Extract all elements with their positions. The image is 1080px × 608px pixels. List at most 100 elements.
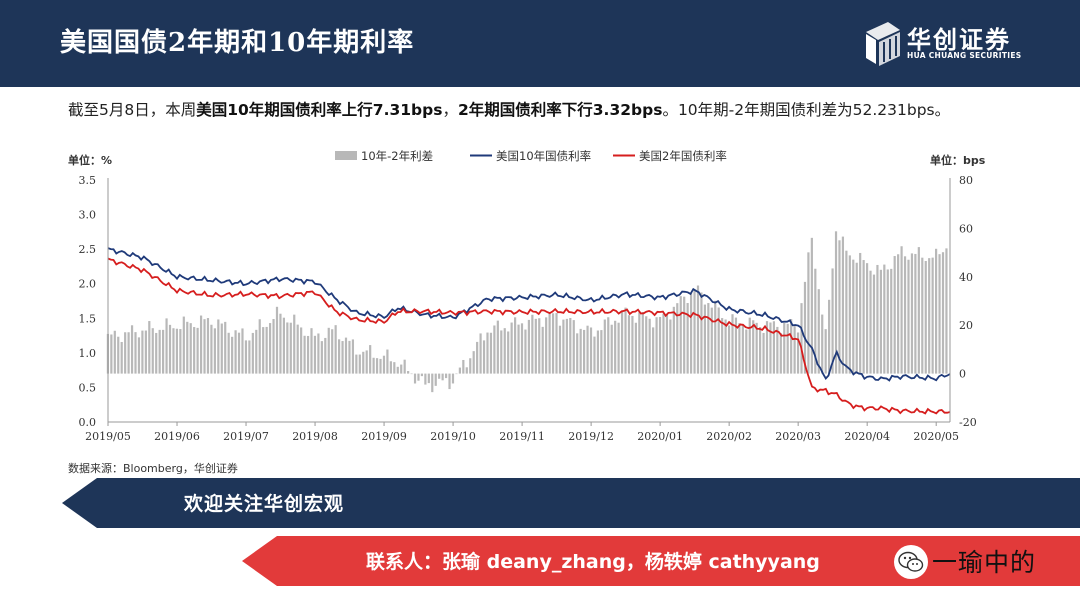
spread-bar [565,318,568,374]
spread-bar [583,329,586,374]
logo-name: 华创证券 [907,26,1011,54]
spread-bar [479,333,482,374]
spread-bar [786,323,789,374]
summary-bold-2y: 2年期国债利率下行3.32bps [457,101,663,119]
spread-bar [417,373,420,381]
legend-swatch-spread [335,151,357,160]
spread-bar [375,358,379,374]
spread-bar [293,314,296,374]
spread-bar [155,332,158,374]
spread-bar [834,231,838,374]
x-tick-label: 2019/11 [499,430,545,443]
spread-bar [748,317,751,374]
spread-bar [531,314,534,374]
spread-bar [476,341,479,374]
x-tick-label: 2020/05 [913,430,959,443]
spread-bar [438,373,441,379]
rates-chart: 0.0 0.5 1.0 1.5 2.0 2.5 3.0 3.5 -20 0 20 40 60 80 2019… [68,149,986,443]
spread-bar [772,321,776,374]
spread-bar [510,322,513,374]
spread-bar [617,322,620,374]
x-tick-label: 2019/08 [292,430,338,443]
spread-bar [248,340,251,374]
spread-bar [134,332,137,374]
spread-bar [821,314,824,374]
spread-bar [496,320,499,374]
spread-bar [921,257,924,374]
spread-bar [676,303,679,374]
spread-bar [714,300,717,374]
y-left-tick-label: 0.5 [79,381,97,394]
spread-bar [279,313,282,374]
spread-bar [130,325,134,374]
spread-bar [662,313,665,374]
spread-bar [855,262,858,374]
spread-bar [638,312,641,374]
us2y-line [107,257,951,415]
spread-bar [213,328,216,374]
spread-bar [934,248,938,374]
spread-bar [168,324,172,374]
spread-bar [296,324,299,374]
spread-bar [545,317,548,374]
spread-bar [482,340,486,374]
summary-bold-10y: 美国10年期国债利率上行7.31bps [196,101,443,119]
spread-bar [286,322,289,374]
spread-bar [158,329,161,374]
company-logo: 华创证券 HUA CHUANG SECURITIES [862,20,1052,66]
spread-bar [596,330,600,374]
spread-bar [348,340,351,374]
y-left-tick-label: 2.5 [79,243,97,256]
x-tick-label: 2020/03 [775,430,821,443]
spread-bar [924,261,927,374]
spread-bar [300,327,303,374]
spread-bar [814,268,817,374]
spread-bar [362,351,365,374]
spread-bar [724,319,727,374]
y-left-tick-label: 1.0 [79,347,97,360]
spread-bar [572,320,575,374]
spread-bar [120,341,123,374]
spread-bar [700,292,703,374]
spread-bar [765,321,769,374]
spread-bar [220,323,223,374]
spread-bar [206,318,210,374]
legend-label: 美国2年国债利率 [639,149,727,163]
spread-bar [310,328,313,374]
y-right-tick-label: 0 [959,368,966,381]
spread-bar [341,341,344,374]
spread-bar [579,328,582,374]
summary-text: 截至5月8日，本周美国10年期国债利率上行7.31bps，2年期国债利率下行3.… [68,98,950,120]
spread-bar [365,350,368,374]
spread-bar [117,336,120,374]
spread-bar [179,329,182,374]
spread-bar [759,327,762,374]
spread-bar [500,330,503,374]
spread-bar [551,313,555,374]
spread-bar [831,268,834,374]
spread-bar [379,358,382,374]
y-right-tick-label: 40 [959,271,973,284]
spread-bar [503,328,506,374]
spread-bar [203,319,206,374]
y-right-tick-label: 60 [959,222,973,235]
spread-bar [444,373,448,379]
spread-bar [931,257,934,374]
spread-bar [424,373,427,385]
follow-banner-text: 欢迎关注华创宏观 [184,493,345,515]
spread-bar [900,246,903,374]
spread-bar [810,237,813,374]
y-left-tick-label: 1.5 [79,312,97,325]
spread-bar [165,318,168,374]
spread-bar [852,259,855,374]
spread-bar [462,359,465,374]
spread-bar [334,325,337,374]
spread-bar [196,327,199,374]
spread-bar [745,329,748,374]
data-source: 数据来源：Bloomberg，华创证券 [68,462,238,475]
spread-bar [548,312,551,374]
spread-bar [755,322,758,374]
follow-banner [62,478,1080,528]
spread-bar [241,328,244,374]
spread-bar [262,327,265,374]
